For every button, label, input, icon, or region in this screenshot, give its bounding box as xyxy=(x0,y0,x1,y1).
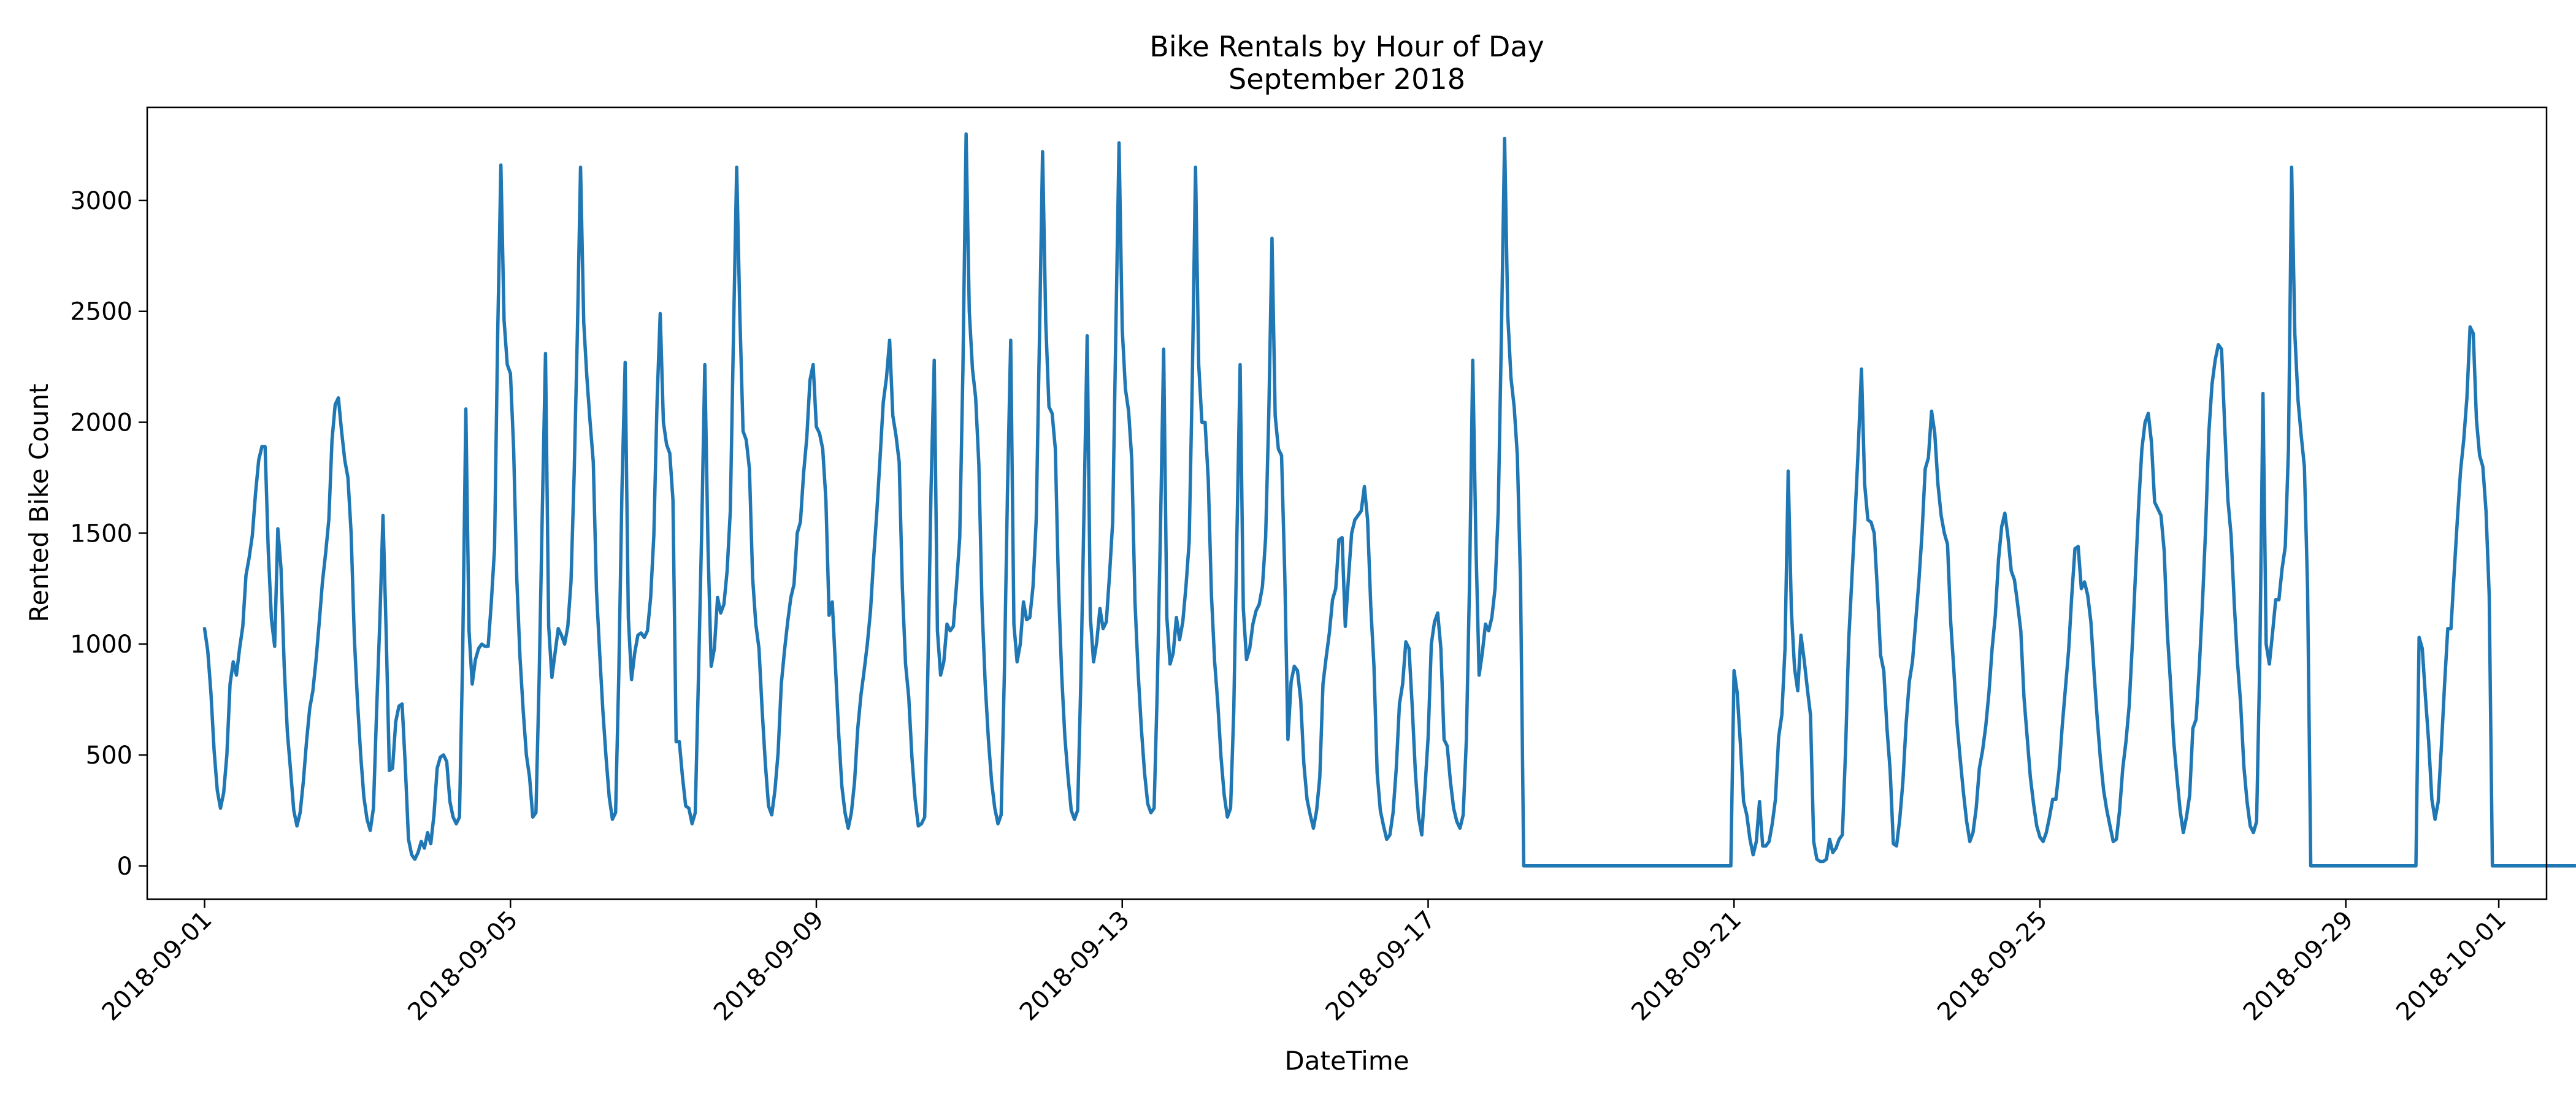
plot-area xyxy=(147,107,2547,899)
y-tick-label-5: 2500 xyxy=(70,298,132,326)
data-line xyxy=(202,132,2576,868)
y-tick-label-2: 1000 xyxy=(70,631,132,659)
x-axis-label: DateTime xyxy=(1284,1046,1409,1076)
y-axis-label: Rented Bike Count xyxy=(24,383,54,622)
chart-subtitle: September 2018 xyxy=(1229,63,1465,96)
plot-frame xyxy=(146,106,2548,900)
y-tick-label-6: 3000 xyxy=(70,187,132,215)
y-tick-label-4: 2000 xyxy=(70,409,132,437)
y-tick-label-1: 500 xyxy=(86,742,132,770)
y-axis: 0 500 1000 1500 2000 2500 3000 xyxy=(70,187,147,881)
y-tick-label-3: 1500 xyxy=(70,519,132,548)
chart-title: Bike Rentals by Hour of Day xyxy=(1149,30,1544,63)
y-tick-label-0: 0 xyxy=(117,853,132,881)
